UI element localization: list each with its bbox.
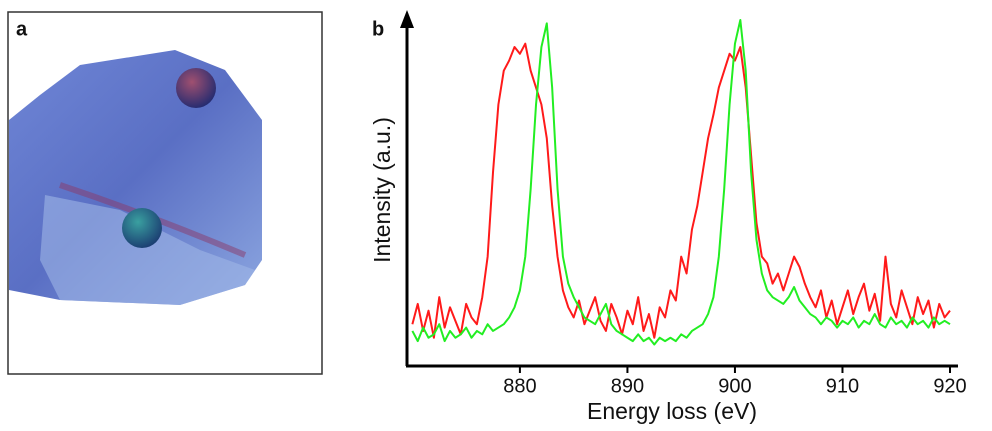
probe-red (176, 68, 216, 108)
x-axis-label: Energy loss (eV) (587, 398, 757, 424)
x-tick-label: 920 (933, 375, 966, 397)
x-tick-label: 910 (826, 375, 859, 397)
series-line (411, 42, 951, 339)
panel-label: b (372, 18, 384, 40)
y-axis-label: Intensity (a.u.) (369, 117, 395, 263)
probe-green (122, 208, 162, 248)
x-tick-label: 880 (503, 375, 536, 397)
panel-label: a (16, 18, 28, 40)
series-line (411, 19, 951, 346)
x-tick-label: 900 (718, 375, 751, 397)
crystal-facet (40, 195, 255, 305)
y-axis-arrow (400, 10, 414, 28)
x-tick-label: 890 (611, 375, 644, 397)
